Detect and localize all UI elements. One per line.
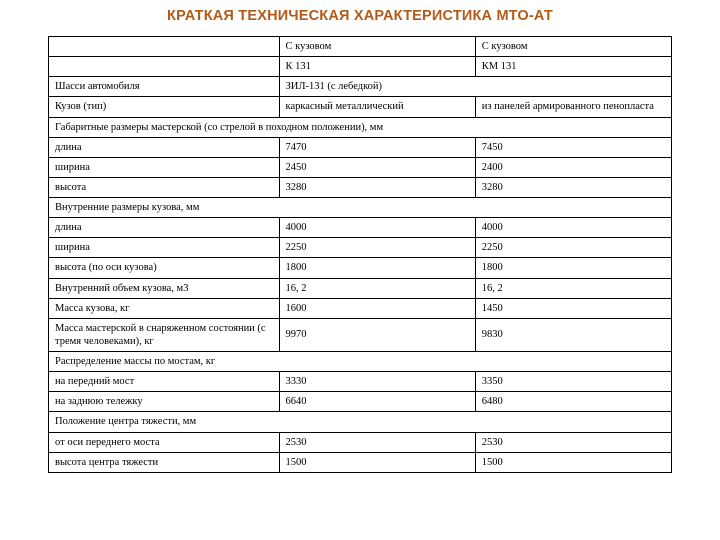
- table-row: Положение центра тяжести, мм: [49, 412, 672, 432]
- cell-value: 1600: [279, 298, 475, 318]
- cell-value: 1800: [279, 258, 475, 278]
- cell-label: высота центра тяжести: [49, 452, 280, 472]
- cell-value: 3280: [475, 177, 671, 197]
- cell-blank: [49, 57, 280, 77]
- cell-label: Масса кузова, кг: [49, 298, 280, 318]
- table-row: К 131 КМ 131: [49, 57, 672, 77]
- cell-value: из панелей армированного пенопласта: [475, 97, 671, 117]
- cell-value: 6480: [475, 392, 671, 412]
- cell-value: 1450: [475, 298, 671, 318]
- cell-label: длина: [49, 137, 280, 157]
- cell-value: 2250: [279, 238, 475, 258]
- cell-value: 7470: [279, 137, 475, 157]
- section-heading: Внутренние размеры кузова, мм: [49, 198, 672, 218]
- cell-label: ширина: [49, 157, 280, 177]
- cell-label: на передний мост: [49, 372, 280, 392]
- cell-value: 3280: [279, 177, 475, 197]
- section-heading: Габаритные размеры мастерской (со стрело…: [49, 117, 672, 137]
- table-row: от оси переднего моста 2530 2530: [49, 432, 672, 452]
- table-row: длина 4000 4000: [49, 218, 672, 238]
- table-row: Масса кузова, кг 1600 1450: [49, 298, 672, 318]
- cell-value: 4000: [279, 218, 475, 238]
- table-row: на заднюю тележку 6640 6480: [49, 392, 672, 412]
- section-heading: Положение центра тяжести, мм: [49, 412, 672, 432]
- table-row: Внутренний объем кузова, м3 16, 2 16, 2: [49, 278, 672, 298]
- cell-value: 6640: [279, 392, 475, 412]
- cell-value: 2450: [279, 157, 475, 177]
- cell-header: К 131: [279, 57, 475, 77]
- table-row: ширина 2450 2400: [49, 157, 672, 177]
- page-title: КРАТКАЯ ТЕХНИЧЕСКАЯ ХАРАКТЕРИСТИКА МТО-А…: [48, 8, 672, 24]
- cell-label: Внутренний объем кузова, м3: [49, 278, 280, 298]
- cell-value: 16, 2: [475, 278, 671, 298]
- cell-value: 1500: [279, 452, 475, 472]
- cell-value: 2400: [475, 157, 671, 177]
- table-row: высота 3280 3280: [49, 177, 672, 197]
- cell-header: КМ 131: [475, 57, 671, 77]
- cell-value: каркасный металлический: [279, 97, 475, 117]
- table-row: ширина 2250 2250: [49, 238, 672, 258]
- cell-value: 1800: [475, 258, 671, 278]
- table-row: высота (по оси кузова) 1800 1800: [49, 258, 672, 278]
- cell-label: ширина: [49, 238, 280, 258]
- cell-value: 2530: [279, 432, 475, 452]
- cell-label: высота: [49, 177, 280, 197]
- cell-label: длина: [49, 218, 280, 238]
- cell-value: 2250: [475, 238, 671, 258]
- table-row: высота центра тяжести 1500 1500: [49, 452, 672, 472]
- section-heading: Распределение массы по мостам, кг: [49, 352, 672, 372]
- cell-value: 16, 2: [279, 278, 475, 298]
- cell-value: 3350: [475, 372, 671, 392]
- table-row: Распределение массы по мостам, кг: [49, 352, 672, 372]
- cell-label: высота (по оси кузова): [49, 258, 280, 278]
- table-row: Шасси автомобиля ЗИЛ-131 (с лебедкой): [49, 77, 672, 97]
- cell-label: от оси переднего моста: [49, 432, 280, 452]
- cell-value: 3330: [279, 372, 475, 392]
- cell-label: Масса мастерской в снаряженном состоянии…: [49, 318, 280, 351]
- cell-label: Кузов (тип): [49, 97, 280, 117]
- cell-header: С кузовом: [279, 37, 475, 57]
- cell-value: 2530: [475, 432, 671, 452]
- table-row: длина 7470 7450: [49, 137, 672, 157]
- table-row: Габаритные размеры мастерской (со стрело…: [49, 117, 672, 137]
- cell-value: 9970: [279, 318, 475, 351]
- cell-header: С кузовом: [475, 37, 671, 57]
- cell-value: 4000: [475, 218, 671, 238]
- table-row: Внутренние размеры кузова, мм: [49, 198, 672, 218]
- cell-label: на заднюю тележку: [49, 392, 280, 412]
- cell-value: 1500: [475, 452, 671, 472]
- cell-label: Шасси автомобиля: [49, 77, 280, 97]
- table-row: на передний мост 3330 3350: [49, 372, 672, 392]
- cell-blank: [49, 37, 280, 57]
- table-row: С кузовом С кузовом: [49, 37, 672, 57]
- cell-value: 9830: [475, 318, 671, 351]
- table-row: Кузов (тип) каркасный металлический из п…: [49, 97, 672, 117]
- cell-value: ЗИЛ-131 (с лебедкой): [279, 77, 672, 97]
- spec-table: С кузовом С кузовом К 131 КМ 131 Шасси а…: [48, 36, 672, 473]
- table-row: Масса мастерской в снаряженном состоянии…: [49, 318, 672, 351]
- cell-value: 7450: [475, 137, 671, 157]
